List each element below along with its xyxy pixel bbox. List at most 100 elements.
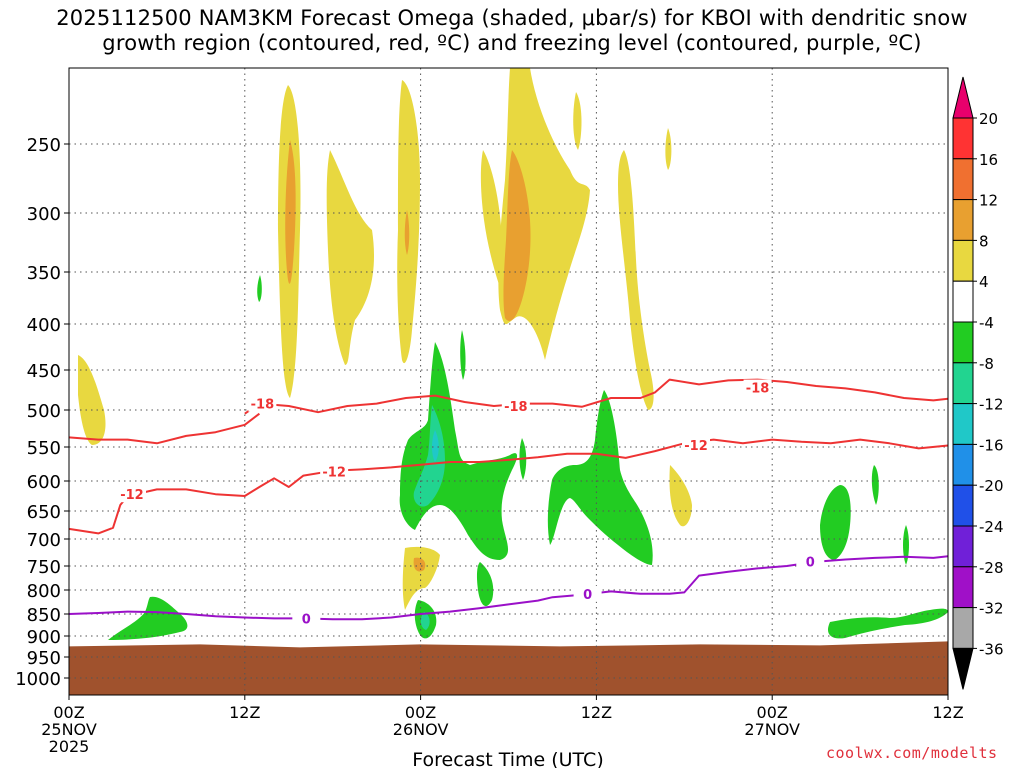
omega-cell <box>871 465 879 505</box>
y-tick-label: 400 <box>27 315 61 336</box>
colorbar-swatch <box>952 403 974 445</box>
omega-cell <box>326 150 375 365</box>
colorbar-swatch <box>952 607 974 649</box>
y-tick-label: 800 <box>27 581 61 602</box>
y-tick-label: 900 <box>27 627 61 648</box>
colorbar-top-arrow <box>952 76 974 119</box>
isotherm-contour-label: -18 <box>251 398 275 413</box>
colorbar-label: -4 <box>979 314 994 332</box>
x-tick-label: 00Z <box>405 703 436 722</box>
freezing-level-contour-label: 0 <box>806 556 815 571</box>
omega-cell <box>108 596 188 640</box>
isotherm-contour-label: -12 <box>684 439 708 454</box>
terrain-fill <box>69 641 948 695</box>
colorbar-swatch <box>952 117 974 160</box>
y-tick-label: 650 <box>27 502 61 523</box>
colorbar-label: -36 <box>979 640 1004 658</box>
omega-shading <box>78 68 948 640</box>
y-tick-label: 300 <box>27 204 61 225</box>
x-axis-label: Forecast Time (UTC) <box>412 749 603 768</box>
omega-cell <box>618 150 654 410</box>
omega-cell <box>547 390 653 565</box>
x-tick-label: 27NOV <box>744 720 800 739</box>
y-tick-label: 550 <box>27 438 61 459</box>
chart-title-line-1: 2025112500 NAM3KM Forecast Omega (shaded… <box>56 6 968 30</box>
y-tick-label: 1000 <box>15 669 61 690</box>
y-tick-label: 700 <box>27 530 61 551</box>
isotherm-contour-label-bg <box>743 379 772 396</box>
isotherm-contour-label-bg <box>248 395 277 412</box>
colorbar-swatch <box>952 566 974 609</box>
y-axis: 2503003504004505005506006507007508008509… <box>15 135 69 690</box>
y-tick-label: 850 <box>27 605 61 626</box>
colorbar-label: -20 <box>979 477 1004 495</box>
colorbar-swatch <box>952 484 974 527</box>
colorbar-label: -24 <box>979 518 1004 536</box>
freezing-level-contour-label-bg <box>796 553 825 570</box>
isotherm-contour-label: -18 <box>504 400 528 415</box>
omega-cell <box>820 485 851 560</box>
isotherm-contour-label: -12 <box>322 465 346 480</box>
y-tick-label: 950 <box>27 648 61 669</box>
colorbar-swatch <box>952 199 974 241</box>
colorbar-label: -32 <box>979 600 1004 618</box>
isotherm-contour <box>68 412 261 445</box>
isotherm-contour-label-bg <box>320 463 349 480</box>
x-tick-label: 26NOV <box>393 720 449 739</box>
colorbar-swatch <box>952 362 974 405</box>
x-tick-label: 2025 <box>49 737 90 756</box>
isotherm-contour <box>68 438 949 535</box>
omega-cell <box>404 210 410 255</box>
omega-cell <box>257 275 262 302</box>
isotherm-contour-label: -18 <box>746 382 770 397</box>
x-tick-label: 12Z <box>932 703 963 722</box>
omega-cell <box>420 612 430 630</box>
freezing-level-contour-label: 0 <box>302 612 311 627</box>
colorbar-swatch <box>952 158 974 201</box>
credit-text: coolwx.com/modelts <box>826 744 998 762</box>
colorbar-label: 4 <box>979 273 989 291</box>
colorbar-label: 20 <box>979 110 998 128</box>
omega-cell <box>903 525 909 565</box>
colorbar-label: -12 <box>979 396 1004 414</box>
y-tick-label: 450 <box>27 361 61 382</box>
isotherm-contour-label-bg <box>682 436 711 453</box>
colorbar-label: -8 <box>979 355 994 373</box>
colorbar: 20 16 12 8 4 -4 -8 -12 -16 -20 -24 -28 -32 -36 <box>952 76 1004 690</box>
freezing-level-contour-label-bg <box>292 610 321 627</box>
y-tick-label: 750 <box>27 557 61 578</box>
omega-cell <box>413 557 426 572</box>
omega-cell <box>402 546 440 610</box>
terrain-mask <box>69 641 948 695</box>
colorbar-label: 8 <box>979 232 989 250</box>
colorbar-label: -28 <box>979 559 1004 577</box>
omega-cell <box>573 92 582 150</box>
y-tick-label: 350 <box>27 263 61 284</box>
x-tick-label: 25NOV <box>41 720 97 739</box>
x-tick-label: 12Z <box>229 703 260 722</box>
chart-title-line-2: growth region (contoured, red, ºC) and f… <box>102 31 922 55</box>
isotherm-contour-label-bg <box>501 398 530 414</box>
colorbar-bottom-arrow <box>952 647 974 690</box>
isotherm-contour-label-bg <box>117 486 146 503</box>
x-tick-label: 12Z <box>581 703 612 722</box>
omega-cell <box>827 608 948 639</box>
omega-cell <box>503 150 531 321</box>
x-tick-label: 00Z <box>53 703 84 722</box>
isotherm-contour-label: -12 <box>120 488 144 503</box>
freezing-level-contour-label-bg <box>573 585 602 602</box>
omega-cell <box>460 330 466 380</box>
isotherm-contour <box>244 378 949 415</box>
colorbar-swatch <box>952 321 974 364</box>
y-tick-label: 250 <box>27 135 61 156</box>
omega-cell <box>476 562 494 607</box>
plot-frame <box>68 67 949 696</box>
omega-cell <box>432 430 439 462</box>
omega-cell <box>665 128 672 170</box>
colorbar-label: 12 <box>979 192 998 210</box>
colorbar-swatch <box>952 280 974 323</box>
omega-cell <box>78 355 106 445</box>
colorbar-label: -16 <box>979 436 1004 454</box>
